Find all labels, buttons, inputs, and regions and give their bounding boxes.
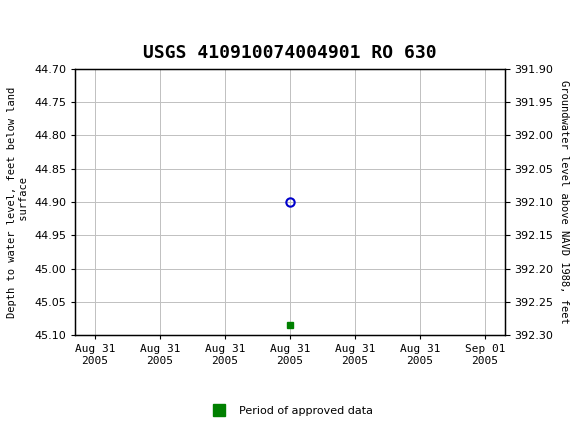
Text: USGS 410910074004901 RO 630: USGS 410910074004901 RO 630 bbox=[143, 44, 437, 62]
Y-axis label: Depth to water level, feet below land
 surface: Depth to water level, feet below land su… bbox=[7, 86, 29, 318]
Y-axis label: Groundwater level above NAVD 1988, feet: Groundwater level above NAVD 1988, feet bbox=[559, 80, 569, 324]
Text: USGS: USGS bbox=[12, 16, 75, 36]
Legend: Period of approved data: Period of approved data bbox=[203, 401, 377, 420]
